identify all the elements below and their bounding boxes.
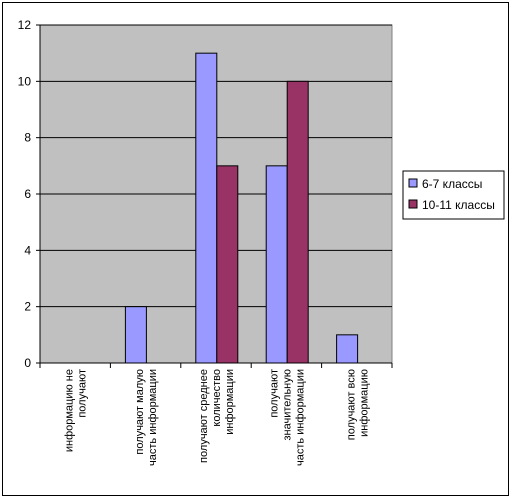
x-category-label: информации bbox=[224, 369, 236, 435]
legend-label: 6-7 классы bbox=[422, 177, 482, 191]
y-tick-label: 12 bbox=[18, 18, 32, 32]
legend-swatch bbox=[408, 199, 418, 209]
bar-series-1 bbox=[195, 52, 218, 364]
y-tick-label: 8 bbox=[24, 131, 31, 145]
y-tick-label: 0 bbox=[24, 356, 31, 370]
bars bbox=[124, 52, 359, 364]
bar-series-2 bbox=[216, 165, 239, 364]
x-category-label: получают малую bbox=[134, 369, 146, 455]
bar-series-1 bbox=[124, 306, 147, 364]
x-axis-labels: информацию не получают получают малую часть… bbox=[64, 369, 371, 466]
x-category-label: количество bbox=[211, 369, 223, 427]
legend-label: 10-11 классы bbox=[422, 198, 495, 212]
x-category-label: информацию не bbox=[64, 369, 76, 452]
legend-swatch bbox=[408, 178, 418, 188]
x-category-label: информацию bbox=[358, 369, 370, 437]
legend-box bbox=[402, 170, 505, 220]
bar-series-2 bbox=[286, 80, 309, 364]
legend: 6-7 классы 10-11 классы bbox=[402, 170, 505, 220]
x-category-label: получают bbox=[77, 369, 89, 418]
x-category-label: получают всю bbox=[345, 369, 357, 440]
x-category-label: значительную bbox=[281, 369, 293, 441]
bar-series-1 bbox=[336, 334, 359, 364]
x-category-label: получают bbox=[268, 369, 280, 418]
x-category-label: часть информации bbox=[147, 369, 159, 466]
x-category-label: часть информации bbox=[294, 369, 306, 466]
y-tick-label: 10 bbox=[18, 74, 32, 88]
bar-series-1 bbox=[265, 165, 288, 364]
x-category-label: получают среднее bbox=[198, 369, 210, 463]
y-tick-label: 2 bbox=[24, 300, 31, 314]
y-tick-label: 4 bbox=[24, 243, 31, 257]
y-tick-label: 6 bbox=[24, 187, 31, 201]
y-axis-ticks: 0 2 4 6 8 10 12 bbox=[18, 18, 40, 370]
